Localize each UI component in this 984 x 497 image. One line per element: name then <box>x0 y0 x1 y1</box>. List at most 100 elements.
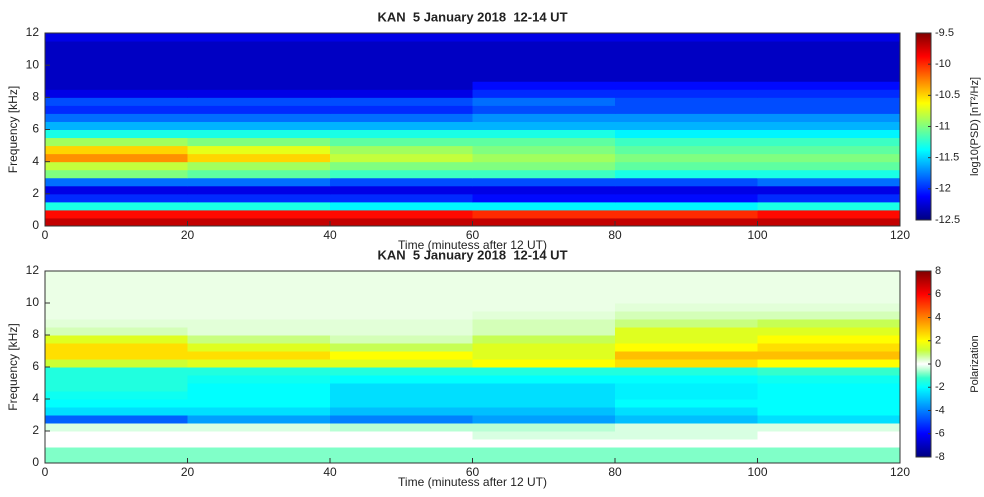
heatmap-cell <box>187 367 331 376</box>
heatmap-cell <box>45 105 188 114</box>
heatmap-cell <box>45 287 188 296</box>
heatmap-cell <box>187 161 331 171</box>
heatmap-cell <box>330 359 473 368</box>
x-tick-label: 80 <box>608 465 622 479</box>
heatmap-cell <box>45 41 188 50</box>
heatmap-cell <box>330 311 473 320</box>
heatmap-cell <box>615 351 758 360</box>
heatmap-cell <box>330 209 473 219</box>
heatmap-cell <box>757 311 901 320</box>
heatmap-cell <box>472 271 616 280</box>
heatmap-cell <box>45 391 188 400</box>
heatmap-cell <box>187 217 331 227</box>
heatmap-cell <box>615 65 758 74</box>
heatmap-cell <box>472 65 616 74</box>
heatmap-cell <box>757 49 901 58</box>
heatmap-cell <box>330 431 473 440</box>
heatmap-cell <box>187 311 331 320</box>
colorbar-tick-label: 4 <box>935 311 941 323</box>
heatmap-cell <box>45 169 188 179</box>
heatmap-cell <box>757 129 901 139</box>
y-tick-label: 12 <box>26 263 40 277</box>
heatmap-cell <box>187 271 331 280</box>
heatmap-cell <box>330 73 473 82</box>
heatmap-cell <box>472 415 616 424</box>
heatmap-cell <box>615 415 758 424</box>
heatmap-cell <box>472 121 616 130</box>
heatmap-cell <box>45 201 188 211</box>
heatmap-cell <box>615 287 758 296</box>
heatmap-cell <box>45 137 188 147</box>
y-tick-label: 0 <box>32 455 39 469</box>
heatmap-cell <box>45 439 188 448</box>
heatmap-cell <box>757 153 901 163</box>
x-axis-label: Time (minutess after 12 UT) <box>398 238 547 252</box>
x-tick-label: 60 <box>466 465 480 479</box>
heatmap-cell <box>330 121 473 130</box>
heatmap-cell <box>472 327 616 336</box>
heatmap-cell <box>615 97 758 106</box>
heatmap-cell <box>330 375 473 384</box>
heatmap-cell <box>330 89 473 98</box>
heatmap-cell <box>757 177 901 187</box>
panel: KAN 5 January 2018 12-14 UT0 20 40 60 80 100 1… <box>6 9 981 252</box>
heatmap-cell <box>472 209 616 219</box>
x-tick-label: 80 <box>608 228 622 242</box>
heatmap-cell <box>615 359 758 368</box>
heatmap-cell <box>187 97 331 106</box>
heatmap-cell <box>187 193 331 203</box>
heatmap-cell <box>330 113 473 122</box>
colorbar-tick-label: -10.5 <box>935 89 960 101</box>
heatmap-cell <box>757 335 901 344</box>
heatmap-cell <box>472 89 616 98</box>
heatmap-cell <box>330 367 473 376</box>
heatmap-cell <box>472 383 616 392</box>
heatmap-cell <box>45 303 188 312</box>
heatmap-cell <box>45 375 188 384</box>
heatmap-cell <box>472 153 616 163</box>
heatmap-cell <box>472 407 616 416</box>
heatmap-cell <box>330 185 473 195</box>
heatmap-cell <box>615 319 758 328</box>
heatmap-cell <box>187 303 331 312</box>
heatmap-cell <box>472 113 616 122</box>
heatmap-cell <box>615 217 758 227</box>
heatmap-cell <box>330 105 473 114</box>
heatmap-cell <box>472 129 616 139</box>
heatmap-cell <box>187 295 331 304</box>
colorbar-tick-label: -2 <box>935 381 945 393</box>
heatmap-cell <box>615 311 758 320</box>
heatmap-cell <box>187 73 331 82</box>
heatmap-cell <box>330 343 473 352</box>
heatmap-cell <box>615 201 758 211</box>
heatmap-cell <box>757 319 901 328</box>
heatmap-cell <box>472 319 616 328</box>
x-tick-label: 120 <box>890 228 910 242</box>
heatmap-cell <box>45 295 188 304</box>
x-tick-label: 20 <box>181 465 195 479</box>
colorbar-label: log10(PSD) [nT²/Hz] <box>969 77 981 176</box>
x-tick-label: 120 <box>890 465 910 479</box>
heatmap-cell <box>187 327 331 336</box>
heatmap-cell <box>45 121 188 130</box>
heatmap-cell <box>472 81 616 90</box>
heatmap-cell <box>187 383 331 392</box>
heatmap-cell <box>472 399 616 408</box>
heatmap-cell <box>187 201 331 211</box>
heatmap-cell <box>330 383 473 392</box>
heatmap-cell <box>45 335 188 344</box>
heatmap-cell <box>330 415 473 424</box>
heatmap-cell <box>45 217 188 227</box>
heatmap-cell <box>330 399 473 408</box>
heatmap-cell <box>187 335 331 344</box>
heatmap-cell <box>330 33 473 42</box>
colorbar-tick-label: 8 <box>935 265 941 277</box>
heatmap-cell <box>757 169 901 179</box>
heatmap-cell <box>757 279 901 288</box>
heatmap-cell <box>330 279 473 288</box>
heatmap-cell <box>45 89 188 98</box>
colorbar-tick-label: -12 <box>935 183 951 195</box>
heatmap-cell <box>45 327 188 336</box>
heatmap-cell <box>330 81 473 90</box>
heatmap-cell <box>45 177 188 187</box>
